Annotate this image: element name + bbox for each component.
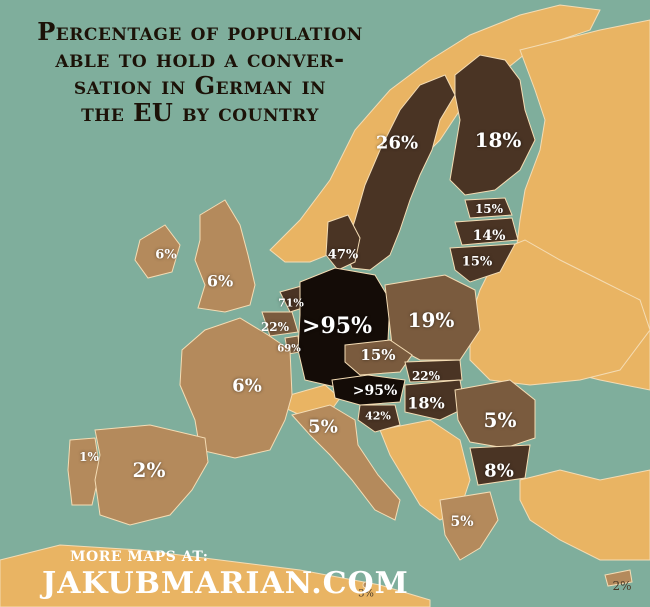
slovenia-shape [357, 404, 401, 433]
label-lithuania: 15% [461, 254, 493, 270]
label-sweden: 26% [375, 132, 419, 154]
site-credit: JAKUBMARIAN.COM [42, 566, 409, 601]
uk-shape [194, 199, 256, 313]
label-finland: 18% [474, 128, 522, 152]
slovakia-shape [404, 359, 463, 383]
portugal-shape [67, 437, 101, 506]
label-slovakia: 22% [411, 369, 441, 383]
latvia-shape [454, 217, 519, 246]
label-poland: 19% [407, 308, 455, 332]
label-netherlands: 71% [278, 296, 304, 310]
more-maps-label: MORE MAPS AT: [70, 549, 209, 565]
estonia-shape [464, 197, 513, 219]
label-ireland: 6% [155, 247, 177, 263]
label-slovenia: 42% [365, 409, 391, 423]
hungary-shape [404, 379, 466, 421]
label-bulgaria: 8% [484, 460, 514, 482]
label-germany: >95% [302, 313, 372, 339]
label-portugal: 1% [79, 450, 99, 464]
title-line-2: able to hold a conver- [55, 44, 345, 73]
label-greece: 5% [450, 514, 474, 530]
africa [0, 544, 431, 607]
label-uk: 6% [206, 271, 234, 291]
label-latvia: 14% [472, 228, 506, 244]
label-czechia: 15% [360, 346, 396, 364]
label-estonia: 15% [474, 202, 504, 216]
lithuania-shape [449, 243, 516, 283]
label-italy: 5% [308, 416, 338, 438]
label-austria: >95% [352, 383, 398, 399]
romania-shape [454, 379, 536, 449]
turkey [519, 469, 650, 561]
ireland-shape [134, 224, 181, 279]
title-line-1: Percentage of population [37, 17, 363, 46]
greece-shape [439, 491, 499, 561]
italy-shape [291, 404, 401, 521]
label-malta: 3% [358, 588, 374, 600]
title-line-3: sation in German in [73, 71, 327, 100]
label-luxembourg: 69% [277, 343, 301, 355]
finland-shape [449, 54, 536, 196]
eu-countries [67, 54, 633, 589]
sweden-shape [344, 74, 456, 271]
title-line-4: the EU by country [81, 98, 319, 127]
spain-shape [94, 424, 209, 526]
austria-shape [331, 374, 406, 406]
denmark-shape [325, 214, 361, 271]
label-denmark: 47% [327, 247, 359, 263]
cyprus-shape [604, 569, 633, 587]
label-france: 6% [232, 375, 262, 397]
label-belgium: 22% [260, 320, 290, 334]
map-title: Percentage of population able to hold a … [10, 18, 390, 126]
label-spain: 2% [132, 458, 166, 482]
bulgaria-shape [469, 444, 531, 486]
czechia-shape [344, 339, 413, 376]
label-cyprus: 2% [612, 579, 632, 593]
belgium-shape [261, 311, 299, 337]
france-shape [179, 317, 293, 459]
malta-shape [362, 581, 370, 589]
label-romania: 5% [483, 408, 517, 432]
label-hungary: 18% [407, 393, 445, 413]
